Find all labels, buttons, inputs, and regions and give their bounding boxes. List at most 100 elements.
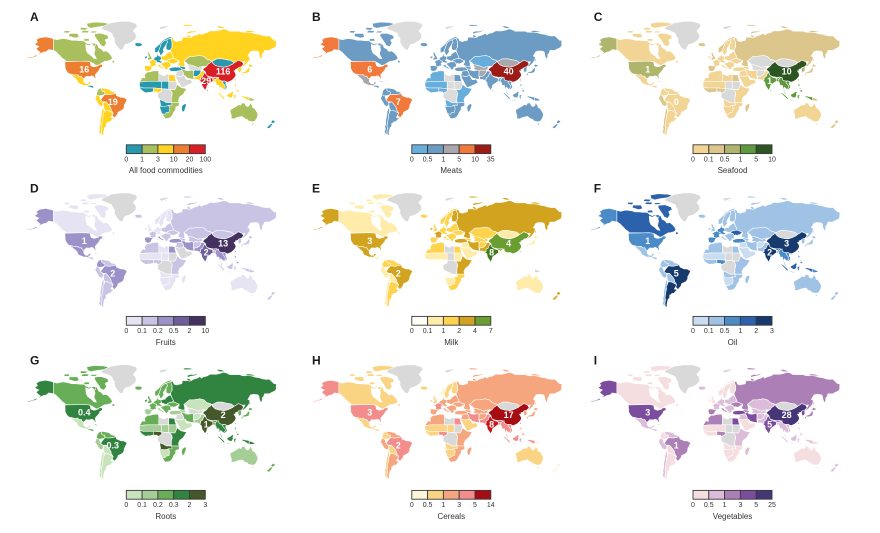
svg-text:2: 2 [396,441,401,451]
svg-text:Oil: Oil [728,338,738,347]
svg-text:3: 3 [367,408,372,418]
svg-text:Fruits: Fruits [156,338,176,347]
svg-text:2: 2 [767,248,772,258]
svg-text:0: 0 [691,502,695,509]
svg-text:3: 3 [203,502,207,509]
svg-text:8: 8 [489,419,494,429]
svg-text:1: 1 [738,156,742,163]
svg-text:1: 1 [140,156,144,163]
svg-text:B: B [312,10,321,24]
svg-text:10: 10 [471,156,479,163]
svg-text:0.1: 0.1 [137,328,147,335]
svg-text:17: 17 [504,410,514,420]
svg-text:0: 0 [674,97,679,107]
svg-text:0: 0 [691,328,695,335]
svg-text:3: 3 [367,236,372,246]
svg-text:0.4: 0.4 [78,408,91,418]
svg-text:16: 16 [79,64,89,74]
svg-text:2: 2 [188,502,192,509]
svg-text:3: 3 [738,502,742,509]
svg-text:2: 2 [221,410,226,420]
svg-text:0.5: 0.5 [704,502,714,509]
svg-text:0.5: 0.5 [169,328,179,335]
svg-text:Roots: Roots [155,512,176,521]
svg-text:5: 5 [674,269,679,279]
svg-text:0.3: 0.3 [169,502,179,509]
svg-text:19: 19 [108,97,118,107]
svg-text:Vegetables: Vegetables [713,512,753,521]
svg-text:0: 0 [124,156,128,163]
svg-text:1: 1 [441,328,445,335]
svg-text:1: 1 [82,236,87,246]
svg-text:E: E [312,182,320,196]
svg-text:F: F [594,182,601,196]
svg-text:0.1: 0.1 [137,502,147,509]
svg-text:4: 4 [506,238,511,248]
svg-text:5: 5 [473,502,477,509]
svg-text:3: 3 [457,502,461,509]
svg-text:0.2: 0.2 [153,328,163,335]
svg-text:4: 4 [473,328,477,335]
svg-text:7: 7 [396,97,401,107]
svg-text:1: 1 [645,64,650,74]
svg-text:3: 3 [645,408,650,418]
svg-text:2: 2 [204,248,209,258]
svg-text:40: 40 [504,67,514,77]
svg-text:10: 10 [170,156,178,163]
svg-text:Milk: Milk [444,338,459,347]
svg-text:0.3: 0.3 [107,441,120,451]
svg-text:3: 3 [784,238,789,248]
svg-text:0.1: 0.1 [423,328,433,335]
svg-text:2: 2 [110,269,115,279]
svg-text:28: 28 [782,410,792,420]
svg-text:0.5: 0.5 [720,328,730,335]
svg-text:C: C [594,10,603,24]
svg-text:2: 2 [188,328,192,335]
svg-text:5: 5 [754,156,758,163]
svg-text:2: 2 [754,328,758,335]
svg-text:Seafood: Seafood [718,166,748,175]
svg-text:5: 5 [767,419,772,429]
svg-text:0: 0 [124,502,128,509]
svg-text:1: 1 [767,76,772,86]
svg-text:1: 1 [441,502,445,509]
svg-text:0: 0 [410,328,414,335]
svg-text:H: H [312,353,321,367]
svg-text:35: 35 [487,156,495,163]
svg-text:All food commodities: All food commodities [129,166,203,175]
svg-text:3: 3 [770,328,774,335]
svg-text:0.5: 0.5 [423,156,433,163]
svg-text:D: D [30,182,39,196]
svg-text:2: 2 [457,328,461,335]
svg-text:7: 7 [489,328,493,335]
svg-text:0: 0 [691,156,695,163]
svg-text:20: 20 [186,156,194,163]
svg-text:1: 1 [738,328,742,335]
svg-text:0.5: 0.5 [720,156,730,163]
svg-text:5: 5 [457,156,461,163]
svg-text:1: 1 [674,441,679,451]
svg-text:1: 1 [723,502,727,509]
svg-text:0.2: 0.2 [153,502,163,509]
svg-text:14: 14 [487,502,495,509]
svg-text:0: 0 [410,156,414,163]
svg-text:0: 0 [124,328,128,335]
svg-text:116: 116 [216,67,231,77]
svg-text:G: G [30,353,39,367]
svg-text:I: I [594,353,597,367]
svg-text:6: 6 [367,64,372,74]
svg-text:0.5: 0.5 [423,502,433,509]
svg-text:0.1: 0.1 [704,328,714,335]
svg-text:2: 2 [396,269,401,279]
svg-text:13: 13 [218,238,228,248]
svg-text:25: 25 [768,502,776,509]
svg-text:1: 1 [441,156,445,163]
svg-text:8: 8 [489,248,494,258]
svg-text:A: A [30,10,39,24]
svg-text:10: 10 [782,67,792,77]
svg-text:3: 3 [156,156,160,163]
svg-text:0: 0 [410,502,414,509]
svg-text:0.1: 0.1 [704,156,714,163]
svg-text:100: 100 [199,156,211,163]
svg-text:Cereals: Cereals [438,512,466,521]
